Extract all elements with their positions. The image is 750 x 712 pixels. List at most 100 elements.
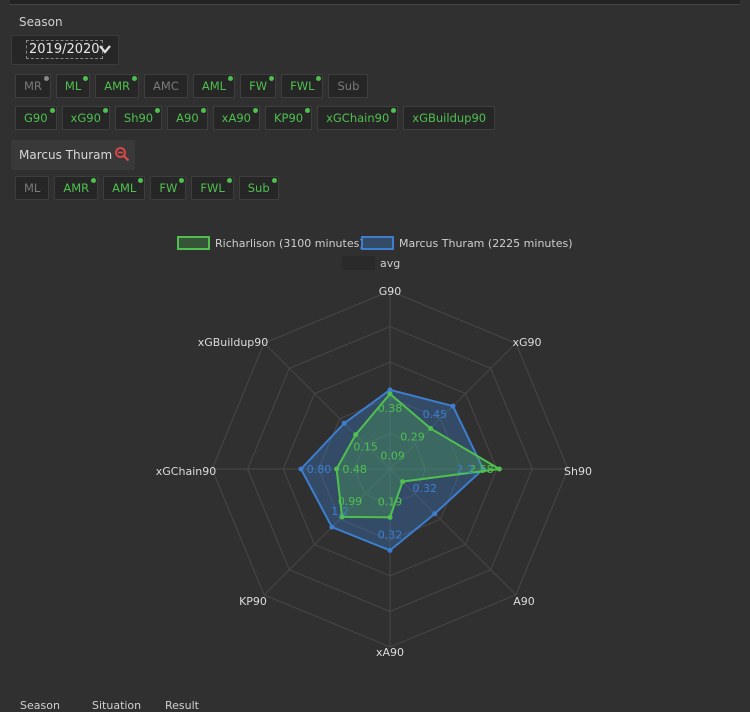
value-label: 0.29 — [400, 430, 425, 443]
metric-chip-xa90[interactable]: xA90 — [212, 106, 260, 130]
metric-chip-label: xA90 — [221, 111, 251, 125]
metric-filter: G90 xG90 Sh90 A90 xA90 KP90 xGChain90 xGBuildup… — [15, 106, 496, 130]
series-0-point — [496, 466, 502, 472]
value-label: 2.58 — [469, 463, 494, 476]
metric-chip-label: G90 — [24, 111, 48, 125]
compare-chip-ml[interactable]: ML — [15, 176, 50, 200]
season-select-value: 2019/2020 — [26, 40, 103, 59]
position-chip-fwl[interactable]: FWL — [281, 74, 324, 98]
value-label: 0.45 — [423, 408, 448, 421]
table-header: Season Situation Result — [0, 699, 750, 712]
position-chip-label: AML — [201, 79, 227, 93]
position-chip-fw[interactable]: FW — [240, 74, 277, 98]
position-chip-label: ML — [64, 79, 82, 93]
compare-chip-aml[interactable]: AML — [103, 176, 146, 200]
grid-spoke — [389, 468, 517, 596]
series-0-point — [334, 466, 340, 472]
metric-chip-a90[interactable]: A90 — [167, 106, 208, 130]
status-dot-icon — [179, 178, 185, 183]
compare-chip-fwl[interactable]: FWL — [191, 176, 234, 200]
status-dot-icon — [391, 108, 397, 113]
series-1-point — [432, 511, 438, 517]
series-0-point — [400, 479, 406, 485]
value-label: 0.38 — [378, 402, 403, 415]
series-1-point — [298, 466, 304, 472]
search-minus-icon[interactable] — [114, 146, 130, 162]
position-chip-amr[interactable]: AMR — [95, 74, 140, 98]
compare-chip-label: ML — [24, 181, 41, 195]
legend-thuram-label: Marcus Thuram (2225 minutes) — [399, 237, 573, 250]
compare-chip-sub[interactable]: Sub — [238, 176, 279, 200]
position-chip-mr[interactable]: MR — [15, 74, 51, 98]
position-chip-label: FW — [249, 79, 268, 93]
axis-label-xa90: xA90 — [376, 646, 404, 659]
series-1-point — [450, 403, 456, 409]
axis-label-kp90: KP90 — [239, 595, 267, 608]
compare-chip-label: FWL — [200, 181, 225, 195]
status-dot-icon — [43, 76, 49, 81]
position-chip-label: FWL — [290, 79, 315, 93]
series-0-point — [339, 514, 345, 520]
value-label: 0.15 — [353, 441, 378, 454]
status-dot-icon — [102, 108, 108, 113]
metric-chip-xgbuildup90[interactable]: xGBuildup90 — [403, 106, 496, 130]
col-result[interactable]: Result — [165, 699, 199, 712]
metric-chip-label: Sh90 — [123, 111, 154, 125]
status-dot-icon — [91, 178, 97, 183]
compare-player-name: Marcus Thuram — [19, 148, 113, 162]
compare-chip-fw[interactable]: FW — [150, 176, 187, 200]
series-1-point — [341, 420, 347, 426]
status-dot-icon — [138, 178, 144, 183]
position-chip-ml[interactable]: ML — [55, 74, 91, 98]
status-dot-icon — [49, 108, 55, 113]
series-0-point — [428, 425, 434, 431]
status-dot-icon — [226, 178, 232, 183]
legend-avg-swatch — [342, 256, 375, 270]
status-dot-icon — [305, 108, 311, 113]
value-label: 2.2 — [456, 463, 474, 476]
axis-label-sh90: Sh90 — [564, 465, 592, 478]
position-chip-amc[interactable]: AMC — [144, 74, 188, 98]
position-filter: MR ML AMR AMC AML FW FWL Sub — [15, 74, 369, 98]
chart-legend: Richarlison (3100 minutes) Marcus Thuram … — [177, 236, 573, 270]
col-situation[interactable]: Situation — [92, 699, 142, 712]
position-chip-aml[interactable]: AML — [192, 74, 236, 98]
status-dot-icon — [252, 108, 258, 113]
status-dot-icon — [83, 76, 89, 81]
metric-chip-label: xGBuildup90 — [412, 111, 487, 125]
col-season[interactable]: Season — [20, 699, 60, 712]
metric-chip-kp90[interactable]: KP90 — [264, 106, 313, 130]
value-label: 0.48 — [342, 463, 367, 476]
metric-chip-sh90[interactable]: Sh90 — [114, 106, 163, 130]
value-label: 1.2 — [331, 505, 349, 518]
position-chip-sub[interactable]: Sub — [328, 74, 369, 98]
metric-chip-xgchain90[interactable]: xGChain90 — [317, 106, 399, 130]
season-label: Season — [19, 15, 63, 29]
compare-chip-label: AMR — [63, 181, 90, 195]
value-label: 0.80 — [307, 463, 332, 476]
position-chip-label: MR — [24, 79, 42, 93]
season-select[interactable]: 2019/2020 — [11, 35, 119, 65]
status-dot-icon — [200, 108, 206, 113]
position-chip-label: AMR — [104, 79, 131, 93]
legend-richarlison-label: Richarlison (3100 minutes) — [215, 237, 364, 250]
radar-chart: Richarlison (3100 minutes) Marcus Thuram … — [156, 236, 592, 659]
chevron-down-icon — [99, 45, 111, 54]
metric-chip-label: xGChain90 — [326, 111, 390, 125]
legend-richarlison-swatch — [177, 236, 210, 250]
series-1-point — [329, 524, 335, 530]
axis-label-a90: A90 — [513, 595, 535, 608]
top-panel-edge — [10, 0, 740, 5]
grid-spoke — [263, 342, 391, 470]
metric-chip-xg90[interactable]: xG90 — [61, 106, 110, 130]
axis-label-xgbuildup90: xGBuildup90 — [198, 336, 269, 349]
compare-chip-amr[interactable]: AMR — [54, 176, 99, 200]
status-dot-icon — [132, 76, 138, 81]
compare-player-box[interactable]: Marcus Thuram — [11, 140, 135, 170]
legend-thuram-swatch — [361, 236, 394, 250]
series-1-point — [387, 387, 393, 393]
value-label: 0.99 — [338, 495, 363, 508]
metric-chip-label: xG90 — [70, 111, 101, 125]
value-label: 0.32 — [378, 528, 403, 541]
metric-chip-g90[interactable]: G90 — [15, 106, 57, 130]
